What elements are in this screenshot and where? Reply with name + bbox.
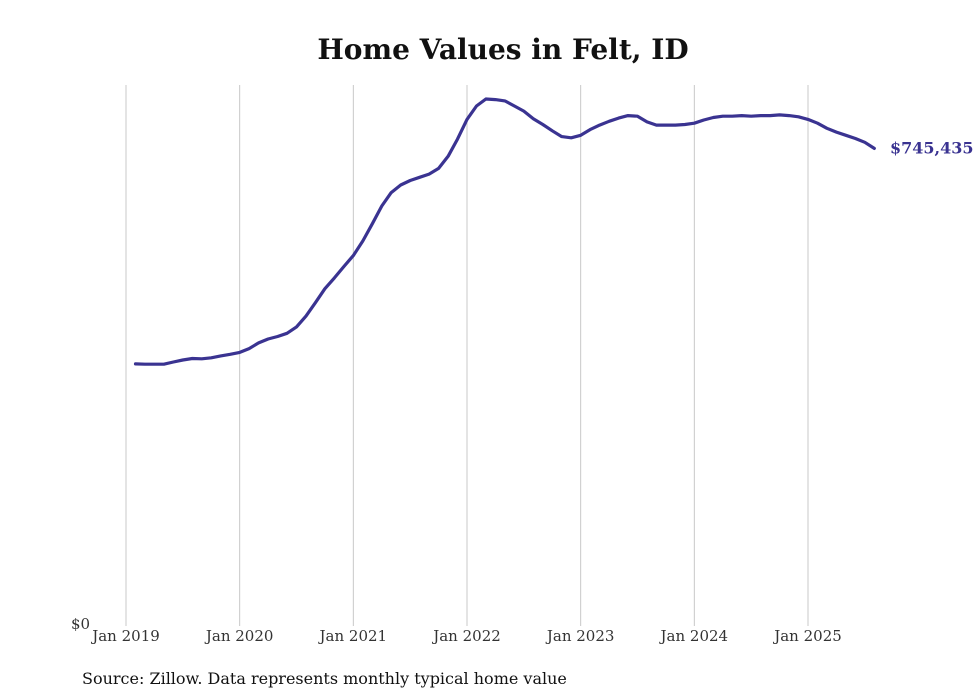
y-axis-zero-label: $0 [71, 615, 90, 633]
latest-value-label: $745,435 [890, 138, 974, 157]
home-value-line [133, 97, 876, 366]
source-note: Source: Zillow. Data represents monthly … [82, 669, 567, 688]
vertical-gridlines [125, 85, 809, 626]
x-tick-label: Jan 2022 [431, 627, 501, 645]
x-tick-label: Jan 2023 [545, 627, 615, 645]
chart-title: Home Values in Felt, ID [317, 33, 688, 66]
x-axis-ticks: Jan 2019 Jan 2020 Jan 2021 Jan 2022 Jan 2023… [90, 627, 842, 645]
x-tick-label: Jan 2020 [204, 627, 274, 645]
x-tick-label: Jan 2024 [659, 627, 729, 645]
x-tick-label: Jan 2021 [318, 627, 388, 645]
x-tick-label: Jan 2025 [772, 627, 842, 645]
x-tick-label: Jan 2019 [90, 627, 160, 645]
